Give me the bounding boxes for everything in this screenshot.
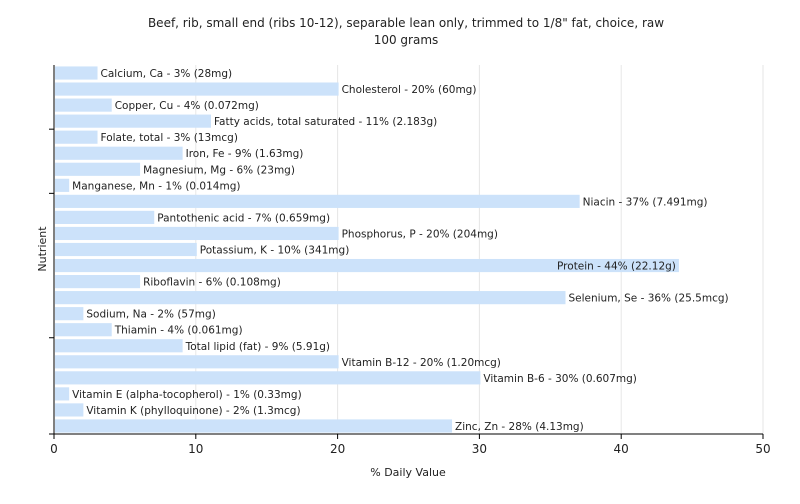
bar [55, 242, 197, 257]
bar-label: Total lipid (fat) - 9% (5.91g) [185, 341, 330, 353]
bar-label: Sodium, Na - 2% (57mg) [86, 309, 215, 321]
bar-label: Vitamin K (phylloquinone) - 2% (1.3mcg) [86, 405, 300, 417]
x-tick-label: 10 [188, 442, 203, 456]
bar [55, 371, 481, 385]
bar-label: Vitamin B-6 - 30% (0.607mg) [483, 373, 637, 385]
bar [55, 194, 580, 208]
bar-label: Potassium, K - 10% (341mg) [200, 245, 350, 257]
bar [55, 210, 155, 224]
x-tick-label: 50 [755, 442, 770, 456]
x-tick-label: 0 [50, 442, 58, 456]
bar-label: Vitamin E (alpha-tocopherol) - 1% (0.33m… [72, 389, 302, 401]
bar [55, 258, 679, 273]
bar [55, 114, 211, 128]
bar-label: Vitamin B-12 - 20% (1.20mcg) [342, 357, 501, 369]
bar [55, 387, 70, 401]
bar-label: Thiamin - 4% (0.061mg) [114, 325, 243, 337]
bar-label: Protein - 44% (22.12g) [557, 261, 676, 273]
bar [55, 98, 112, 112]
bar-label: Copper, Cu - 4% (0.072mg) [115, 100, 259, 112]
bar-label: Fatty acids, total saturated - 11% (2.18… [214, 116, 437, 128]
chart-title: Beef, rib, small end (ribs 10-12), separ… [148, 16, 664, 30]
x-axis-title: % Daily Value [370, 466, 446, 479]
bar-label: Cholesterol - 20% (60mg) [342, 84, 477, 96]
bar [55, 178, 70, 192]
bar-label: Selenium, Se - 36% (25.5mcg) [568, 293, 728, 305]
y-axis-title: Nutrient [36, 226, 49, 272]
bar [55, 339, 183, 353]
bar [55, 291, 566, 305]
bar-label: Folate, total - 3% (13mcg) [101, 132, 238, 144]
bar [55, 323, 112, 337]
bar-label: Manganese, Mn - 1% (0.014mg) [72, 180, 240, 192]
bar-label: Iron, Fe - 9% (1.63mg) [186, 148, 304, 160]
bar [55, 146, 183, 160]
axes: 0 10 20 30 40 50 [49, 65, 771, 456]
bar [55, 130, 98, 144]
bar [55, 66, 98, 80]
bars: Calcium, Ca - 3% (28mg) Cholesterol - 20%… [55, 66, 729, 433]
bar-label: Phosphorus, P - 20% (204mg) [342, 228, 498, 240]
bar-label: Niacin - 37% (7.491mg) [583, 196, 708, 208]
bar-label: Magnesium, Mg - 6% (23mg) [143, 164, 295, 176]
bar-label: Zinc, Zn - 28% (4.13mg) [455, 421, 584, 433]
bar [55, 403, 84, 417]
bar [55, 419, 453, 433]
bar [55, 275, 141, 289]
x-tick-label: 40 [614, 442, 629, 456]
bar [55, 226, 339, 241]
x-tick-label: 20 [330, 442, 345, 456]
bar [55, 162, 141, 176]
bar [55, 307, 84, 321]
chart-subtitle: 100 grams [374, 33, 439, 47]
x-tick-label: 30 [472, 442, 487, 456]
bar-label: Pantothenic acid - 7% (0.659mg) [157, 212, 330, 224]
bar-label: Riboflavin - 6% (0.108mg) [143, 277, 281, 289]
bar [55, 355, 339, 369]
bar-label: Calcium, Ca - 3% (28mg) [101, 68, 233, 80]
bar [55, 82, 339, 96]
